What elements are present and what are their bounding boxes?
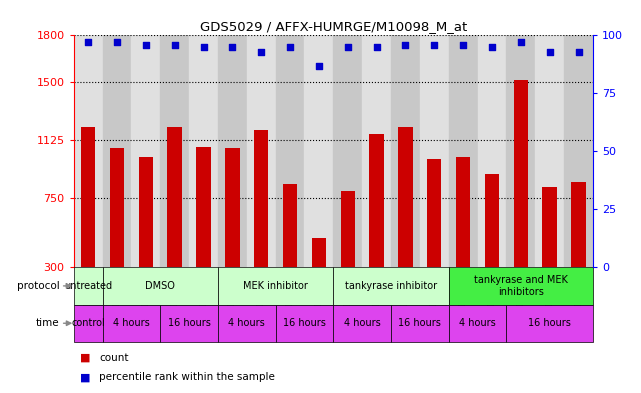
Bar: [398, 127, 413, 267]
Text: ■: ■: [80, 353, 90, 363]
Bar: [312, 238, 326, 267]
Bar: [196, 147, 211, 267]
Point: [140, 42, 151, 48]
Bar: [333, 267, 449, 305]
Bar: [542, 187, 557, 267]
Point: [429, 42, 440, 48]
Bar: [391, 305, 449, 342]
Point: [256, 48, 267, 55]
Bar: [456, 158, 470, 267]
Text: 16 hours: 16 hours: [283, 318, 326, 328]
Text: MEK inhibitor: MEK inhibitor: [243, 281, 308, 291]
Point: [372, 44, 382, 50]
Bar: [218, 35, 247, 267]
Point: [342, 44, 353, 50]
Bar: [506, 305, 593, 342]
Bar: [571, 182, 586, 267]
Title: GDS5029 / AFFX-HUMRGE/M10098_M_at: GDS5029 / AFFX-HUMRGE/M10098_M_at: [200, 20, 467, 33]
Bar: [340, 191, 355, 267]
Text: percentile rank within the sample: percentile rank within the sample: [99, 372, 275, 382]
Point: [574, 48, 584, 55]
Text: 4 hours: 4 hours: [344, 318, 381, 328]
Text: 16 hours: 16 hours: [528, 318, 571, 328]
Bar: [167, 127, 182, 267]
Bar: [110, 148, 124, 267]
Bar: [276, 35, 304, 267]
Bar: [449, 267, 593, 305]
Bar: [369, 134, 384, 267]
Bar: [304, 35, 333, 267]
Text: 4 hours: 4 hours: [113, 318, 150, 328]
Point: [515, 39, 526, 46]
Text: count: count: [99, 353, 129, 363]
Bar: [513, 80, 528, 267]
Bar: [74, 305, 103, 342]
Text: time: time: [36, 318, 60, 328]
Point: [400, 42, 410, 48]
Text: 4 hours: 4 hours: [459, 318, 496, 328]
Text: control: control: [71, 318, 105, 328]
Bar: [535, 35, 564, 267]
Bar: [247, 35, 276, 267]
Point: [83, 39, 94, 46]
Text: 16 hours: 16 hours: [399, 318, 441, 328]
Bar: [218, 267, 333, 305]
Bar: [103, 305, 160, 342]
Bar: [103, 267, 218, 305]
Bar: [506, 35, 535, 267]
Bar: [138, 158, 153, 267]
Bar: [103, 35, 131, 267]
Point: [458, 42, 468, 48]
Point: [169, 42, 179, 48]
Point: [487, 44, 497, 50]
Text: tankyrase inhibitor: tankyrase inhibitor: [345, 281, 437, 291]
Text: DMSO: DMSO: [146, 281, 175, 291]
Bar: [449, 305, 506, 342]
Bar: [254, 130, 269, 267]
Bar: [160, 305, 218, 342]
Bar: [74, 267, 103, 305]
Bar: [276, 305, 333, 342]
Bar: [333, 35, 362, 267]
Point: [285, 44, 295, 50]
Bar: [391, 35, 420, 267]
Bar: [225, 148, 240, 267]
Bar: [74, 35, 103, 267]
Bar: [362, 35, 391, 267]
Text: 16 hours: 16 hours: [168, 318, 210, 328]
Bar: [218, 305, 276, 342]
Bar: [160, 35, 189, 267]
Point: [112, 39, 122, 46]
Text: tankyrase and MEK
inhibitors: tankyrase and MEK inhibitors: [474, 275, 568, 297]
Bar: [283, 184, 297, 267]
Text: 4 hours: 4 hours: [228, 318, 265, 328]
Text: ■: ■: [80, 372, 90, 382]
Bar: [427, 159, 442, 267]
Text: untreated: untreated: [64, 281, 112, 291]
Bar: [189, 35, 218, 267]
Text: protocol: protocol: [17, 281, 60, 291]
Point: [199, 44, 209, 50]
Bar: [333, 305, 391, 342]
Bar: [564, 35, 593, 267]
Bar: [420, 35, 449, 267]
Bar: [485, 174, 499, 267]
Point: [314, 62, 324, 69]
Bar: [449, 35, 478, 267]
Bar: [81, 127, 96, 267]
Bar: [131, 35, 160, 267]
Bar: [478, 35, 506, 267]
Point: [228, 44, 238, 50]
Point: [545, 48, 555, 55]
